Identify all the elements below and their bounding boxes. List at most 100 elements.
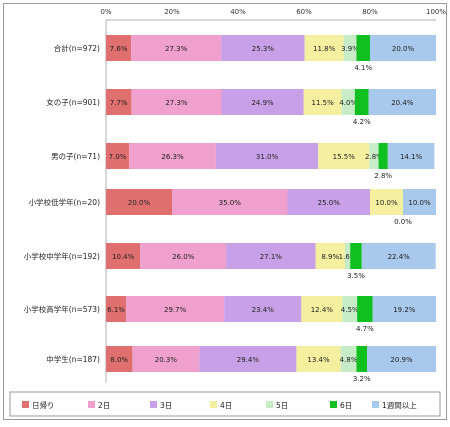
bar-segment [129,143,216,169]
data-label: 6.1% [107,306,125,314]
legend: 日帰り 2日 3日 4日 5日 6日 1週間以上 [9,391,441,417]
bar-segment [378,143,388,169]
legend-swatch [266,401,273,408]
x-tick-label: 100% [426,8,446,16]
data-label: 11.8% [313,45,336,53]
bar-segment [367,346,436,372]
bar-segment [369,143,379,169]
bar-segment [287,189,370,215]
category-label: 小学校高学年(n=573) [24,304,100,314]
data-label: 14.1% [400,153,423,161]
data-label: 4.2% [353,118,371,126]
data-label: 10.4% [112,253,135,261]
bar-segment [106,189,172,215]
data-label: 20.4% [391,99,414,107]
data-label: 3.5% [347,272,365,280]
data-label: 4.0% [339,99,357,107]
legend-swatch [150,401,157,408]
legend-swatch [22,401,29,408]
data-label: 12.4% [311,306,334,314]
bar-segment [140,243,227,269]
bar-segment [342,296,358,322]
category-label: 合計(n=972) [54,43,100,53]
bar-segment [172,189,288,215]
bar-segment [132,346,200,372]
data-label: 7.0% [109,153,127,161]
data-label: 24.9% [251,99,274,107]
bar-segment [106,243,141,269]
data-label: 31.0% [256,153,279,161]
x-tick-label: 40% [230,8,246,16]
data-label: 25.3% [252,45,275,53]
legend-label: 4日 [220,401,232,410]
data-label: 0.0% [394,218,412,226]
data-label: 3.9% [341,45,359,53]
data-label: 4.7% [356,325,374,333]
bar-segment [361,243,436,269]
data-label: 29.7% [164,306,187,314]
data-label: 1.6% [339,253,357,261]
legend-label: 2日 [98,401,110,410]
bar-segment [403,189,436,215]
bar-segment [106,296,127,322]
data-label: 2.8% [365,153,383,161]
data-label: 10.0% [375,199,398,207]
bar-segment [215,143,319,169]
bar-segment [106,89,132,115]
category-label: 男の子(n=71) [51,152,100,161]
data-label: 20.0% [392,45,415,53]
legend-swatch [372,401,379,408]
bar-segment [221,89,304,115]
bar-segment [226,243,316,269]
bar-segment [224,296,302,322]
data-label: 8.0% [110,356,128,364]
data-label: 10.0% [408,199,431,207]
bar-segment [318,143,370,169]
bar-segment [387,143,435,169]
bar-segment [303,89,342,115]
bar-segment [296,346,341,372]
data-label: 7.7% [110,99,128,107]
x-tick-label: 60% [296,8,312,16]
bar-segment [350,243,362,269]
bar-segment [340,346,357,372]
legend-label: 5日 [276,401,288,410]
x-tick-label: 80% [362,8,378,16]
legend-label: 日帰り [32,400,55,410]
bar-segment [131,89,222,115]
bar-segment [106,35,132,61]
legend-swatch [88,401,95,408]
legend-swatch [210,401,217,408]
data-label: 22.4% [388,253,411,261]
data-label: 15.5% [333,153,356,161]
legend-label: 1週間以上 [382,401,417,410]
legend-label: 6日 [340,401,352,410]
bar-segment [344,243,351,269]
category-label: 女の子(n=901) [46,97,100,107]
plot-area: 7.6% 27.3% 25.3% 11.8% 3.9% 4.1% 20.0% 7.7% 27.3… [106,35,436,383]
category-label: 小学校低学年(n=20) [29,197,101,207]
data-label: 4.1% [354,64,372,72]
x-tick-label: 0% [100,8,111,16]
data-label: 26.0% [172,253,195,261]
bar-segment [106,143,130,169]
data-label: 29.4% [237,356,260,364]
legend-box [9,391,441,417]
data-label: 8.9% [321,253,339,261]
data-label: 35.0% [219,199,242,207]
bar-segment [301,296,343,322]
data-label: 4.5% [341,306,359,314]
bar-segment [370,35,436,61]
bar-segment [106,346,133,372]
data-label: 3.2% [353,375,371,383]
legend-swatch [330,401,337,408]
data-label: 2.8% [374,172,392,180]
bar-segment [372,296,436,322]
legend-label: 3日 [160,401,172,410]
bar-segment [370,189,403,215]
category-label: 中学生(n=187) [46,354,100,364]
data-label: 19.2% [393,306,416,314]
data-label: 20.0% [128,199,151,207]
